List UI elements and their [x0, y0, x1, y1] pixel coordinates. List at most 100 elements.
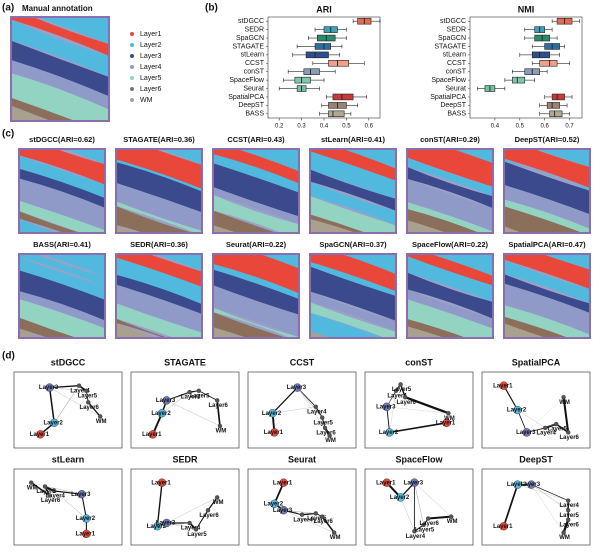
network-edge	[297, 387, 317, 408]
network-node	[410, 478, 419, 487]
region	[18, 200, 106, 234]
map-title: stLearn(ARI=0.41)	[321, 135, 385, 144]
region	[18, 168, 106, 209]
x-tick-label: 0.5	[342, 124, 351, 130]
region	[212, 311, 291, 339]
spatial-map	[503, 253, 591, 339]
node-label: Layer1	[142, 432, 162, 438]
network-edge	[166, 400, 221, 427]
region	[503, 206, 586, 234]
map-border	[10, 16, 110, 122]
network-node	[50, 418, 59, 427]
region	[18, 256, 106, 301]
legend-marker	[130, 76, 134, 80]
network-title: DeepST	[519, 454, 553, 464]
network-edge	[198, 390, 218, 401]
map-title: CCST(ARI=0.43)	[227, 135, 285, 144]
map-title: conST(ARI=0.29)	[420, 135, 480, 144]
network-edge	[54, 490, 87, 519]
network-edge	[531, 484, 564, 533]
y-tick-label: conST	[244, 69, 265, 76]
network-node	[382, 402, 391, 411]
region	[406, 208, 483, 234]
network-edge	[531, 484, 569, 511]
region	[503, 322, 550, 339]
region	[309, 214, 370, 234]
y-tick-label: STAGATE	[232, 43, 264, 50]
network-node	[193, 527, 199, 532]
legend-marker	[130, 54, 134, 58]
region	[10, 40, 110, 97]
network-node	[279, 478, 288, 487]
region	[156, 148, 203, 166]
network-edge	[428, 515, 452, 520]
region	[309, 301, 397, 339]
box	[328, 110, 345, 118]
network-node	[162, 518, 171, 528]
map-border	[115, 253, 203, 339]
node-label: WM	[447, 519, 458, 525]
network-node	[412, 529, 417, 534]
box	[332, 93, 354, 101]
node-label: Layer2	[76, 516, 96, 522]
region	[309, 195, 397, 234]
spatial-map	[212, 253, 300, 339]
node-label: Layer2	[44, 420, 64, 426]
region	[115, 284, 203, 333]
map-border	[406, 253, 494, 339]
y-tick-label: stLearn	[443, 52, 466, 59]
node-label: Layer4	[387, 393, 407, 399]
network-node	[393, 388, 399, 393]
region	[18, 317, 80, 339]
network-edge	[562, 397, 570, 433]
network-node	[522, 428, 531, 437]
node-label: Layer3	[156, 521, 176, 527]
map-border	[18, 148, 106, 234]
chart-title: ARI	[316, 4, 332, 14]
box	[512, 76, 526, 84]
node-label: Layer4	[181, 526, 201, 532]
node-label: Layer5	[36, 489, 56, 495]
network-edge	[404, 396, 449, 415]
legend-label: Layer1	[140, 31, 162, 38]
region	[10, 19, 110, 78]
network-node	[42, 484, 48, 489]
y-tick-label: SEDR	[245, 26, 264, 33]
network-title: conST	[405, 357, 433, 367]
map-border	[406, 148, 494, 234]
network-node	[403, 395, 408, 400]
box	[551, 93, 565, 101]
node-label: Layer2	[507, 408, 527, 414]
map-border	[115, 148, 203, 234]
node-label: Layer5	[190, 393, 210, 399]
region	[18, 298, 106, 339]
box	[294, 76, 311, 84]
map-border	[309, 148, 397, 234]
map-border	[309, 253, 397, 339]
spatial-map	[115, 253, 203, 339]
node-label: Layer1	[493, 524, 513, 530]
network-node	[77, 490, 87, 499]
y-tick-label: CCST	[245, 60, 265, 67]
network-node	[566, 430, 571, 435]
network-node	[270, 499, 279, 508]
legend-marker	[130, 65, 134, 69]
network-edge	[526, 423, 557, 433]
node-label: Layer1	[264, 430, 284, 436]
node-label: Layer3	[376, 404, 396, 410]
region	[115, 274, 203, 315]
x-tick-label: 0.6	[365, 124, 374, 130]
network-node	[47, 493, 52, 498]
region	[503, 304, 591, 339]
x-tick-label: 0.5	[516, 124, 525, 130]
y-tick-label: CCST	[447, 60, 467, 67]
node-label: Layer3	[39, 385, 59, 391]
node-label: Layer5	[307, 516, 327, 522]
node-label: Layer2	[264, 501, 284, 507]
region	[406, 178, 494, 232]
network-title: Seurat	[288, 454, 316, 464]
y-tick-label: SpaceFlow	[229, 77, 265, 84]
node-label: Layer1	[76, 531, 96, 537]
network-node	[82, 529, 91, 539]
